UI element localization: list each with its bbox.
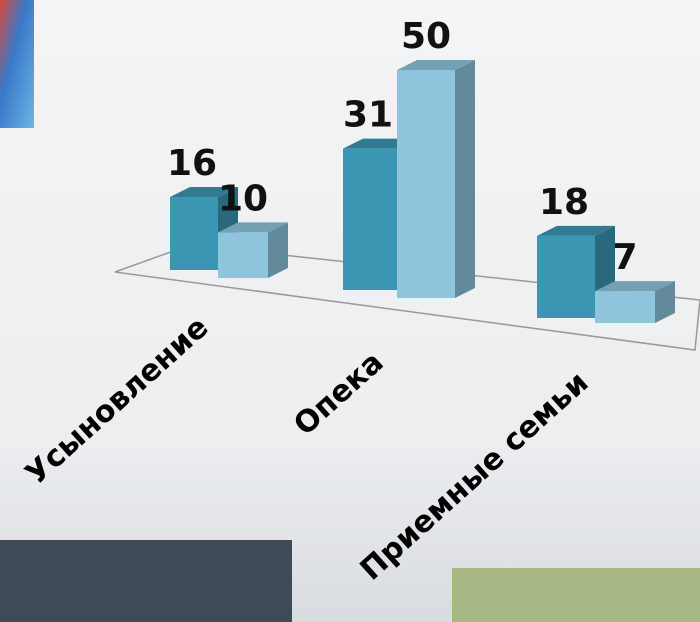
bar-top	[170, 187, 238, 198]
bar-side	[455, 60, 475, 298]
bar-top	[397, 60, 475, 70]
bar-top	[537, 225, 615, 236]
value-label: 10	[218, 178, 268, 219]
bar-top	[218, 222, 288, 233]
bar-side	[655, 281, 675, 323]
photo-fragment	[452, 568, 700, 622]
bar-side	[268, 222, 288, 278]
bar-front	[537, 235, 595, 318]
bar-top	[595, 281, 675, 292]
value-label: 50	[401, 16, 451, 57]
bar	[397, 60, 475, 298]
bar-front	[595, 291, 655, 323]
value-label: 16	[167, 143, 217, 184]
photo-fragment	[0, 0, 34, 128]
value-label: 7	[612, 237, 637, 278]
photo-fragment	[0, 540, 292, 622]
bar	[595, 281, 675, 323]
floor	[114, 244, 700, 351]
bar-front	[343, 148, 397, 290]
value-label: 18	[539, 182, 589, 223]
bar-front	[218, 232, 268, 278]
value-label: 31	[343, 95, 393, 136]
bar-front	[397, 70, 455, 298]
bar-front	[170, 197, 218, 270]
bar	[218, 222, 288, 278]
